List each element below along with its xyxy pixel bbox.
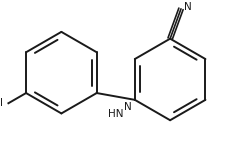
- Text: N: N: [124, 102, 131, 112]
- Text: I: I: [0, 98, 3, 108]
- Text: N: N: [184, 2, 191, 12]
- Text: HN: HN: [108, 109, 123, 119]
